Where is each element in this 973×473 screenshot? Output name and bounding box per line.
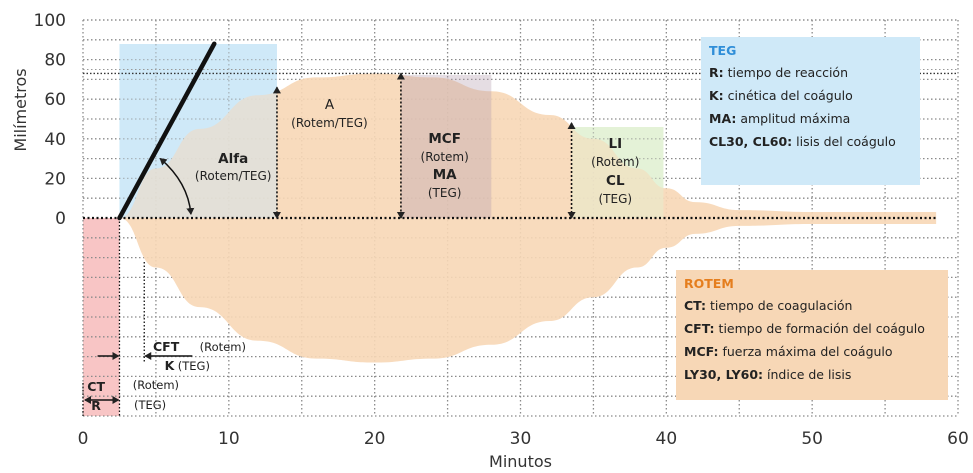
r-label: R [91,398,101,413]
x-tick-label: 30 [510,429,532,449]
teg-legend-item: CL30, CL60: lisis del coágulo [709,130,912,153]
rotem-legend-item: CFT: tiempo de formación del coágulo [684,317,940,340]
k-label: K [165,358,176,373]
k-sublabel: (TEG) [178,359,210,373]
legend-abbr: MCF: [684,344,719,359]
legend-desc: tiempo de formación del coágulo [718,321,925,336]
teg-legend-title: TEG [709,43,737,58]
y-tick-label: 40 [44,130,66,150]
x-tick-label: 40 [656,429,678,449]
x-tick-label: 10 [218,429,240,449]
legend-abbr: CFT: [684,321,715,336]
li-sublabel: (Rotem) [591,155,639,169]
legend-abbr: CL30, CL60: [709,134,793,149]
y-tick-label: 80 [44,51,66,71]
x-tick-label: 50 [801,429,823,449]
y-tick-label: 60 [44,90,66,110]
legend-abbr: R: [709,65,724,80]
ct-label: CT [87,379,105,394]
legend-desc: tiempo de coagulación [710,298,853,313]
alpha-angle-arc [159,157,195,216]
a-label: A [325,97,335,113]
teg-legend-item: MA: amplitud máxima [709,107,912,130]
li-label: LI [608,136,622,152]
legend-desc: fuerza máxima del coágulo [722,344,893,359]
rotem-legend-title: ROTEM [684,276,734,291]
legend-abbr: CT: [684,298,707,313]
legend-desc: tiempo de reacción [727,65,849,80]
alfa-sublabel: (Rotem/TEG) [195,169,272,183]
cl-sublabel: (TEG) [599,192,633,206]
rotem-legend-item: MCF: fuerza máxima del coágulo [684,340,940,363]
x-axis-title: Minutos [489,452,552,471]
a-sublabel: (Rotem/TEG) [291,116,368,130]
teg-legend: TEG R: tiempo de reacción K: cinética de… [701,37,920,185]
teg-legend-item: K: cinética del coágulo [709,84,912,107]
mcf-zone [400,75,492,218]
legend-abbr: LY30, LY60: [684,367,764,382]
cl-label: CL [606,173,625,189]
r-sublabel: (TEG) [134,398,166,412]
y-axis-title: Milímetros [11,68,30,151]
x-tick-label: 20 [364,429,386,449]
rotem-legend: ROTEM CT: tiempo de coagulación CFT: tie… [676,270,948,400]
lysis-zone-overlay [571,127,664,218]
alfa-label: Alfa [218,151,248,167]
y-tick-label: 20 [44,169,66,189]
legend-desc: índice de lisis [767,367,852,382]
mcf-sublabel: (Rotem) [421,150,469,164]
x-tick-label: 60 [947,429,969,449]
legend-abbr: MA: [709,111,737,126]
ma-label: MA [433,167,457,183]
thromboelastogram-trace [119,73,937,363]
ct-sublabel: (Rotem) [133,378,179,392]
legend-desc: lisis del coágulo [796,134,896,149]
ma-sublabel: (TEG) [428,186,462,200]
x-tick-label: 0 [78,429,89,449]
teg-legend-item: R: tiempo de reacción [709,61,912,84]
ct-zone [83,218,120,416]
legend-desc: cinética del coágulo [727,88,853,103]
rotem-legend-item: CT: tiempo de coagulación [684,294,940,317]
y-tick-label: 100 [34,11,66,31]
alpha-tangent-line [117,41,217,221]
mcf-label: MCF [428,131,461,147]
cft-sublabel: (Rotem) [200,340,246,354]
legend-desc: amplitud máxima [740,111,851,126]
y-tick-label: 0 [55,209,66,229]
legend-abbr: K: [709,88,724,103]
cft-label: CFT [153,339,180,354]
rotem-legend-item: LY30, LY60: índice de lisis [684,363,940,386]
